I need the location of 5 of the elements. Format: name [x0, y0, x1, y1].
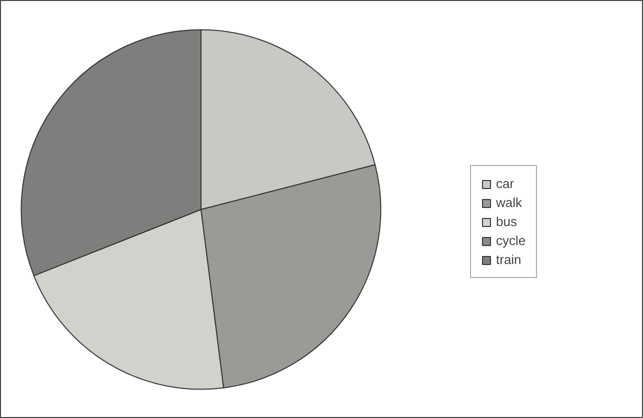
- legend-label: walk: [496, 195, 522, 210]
- legend-label: cycle: [496, 233, 526, 248]
- legend-label: train: [496, 252, 522, 267]
- legend-label: bus: [496, 214, 517, 229]
- legend-label: car: [496, 176, 516, 191]
